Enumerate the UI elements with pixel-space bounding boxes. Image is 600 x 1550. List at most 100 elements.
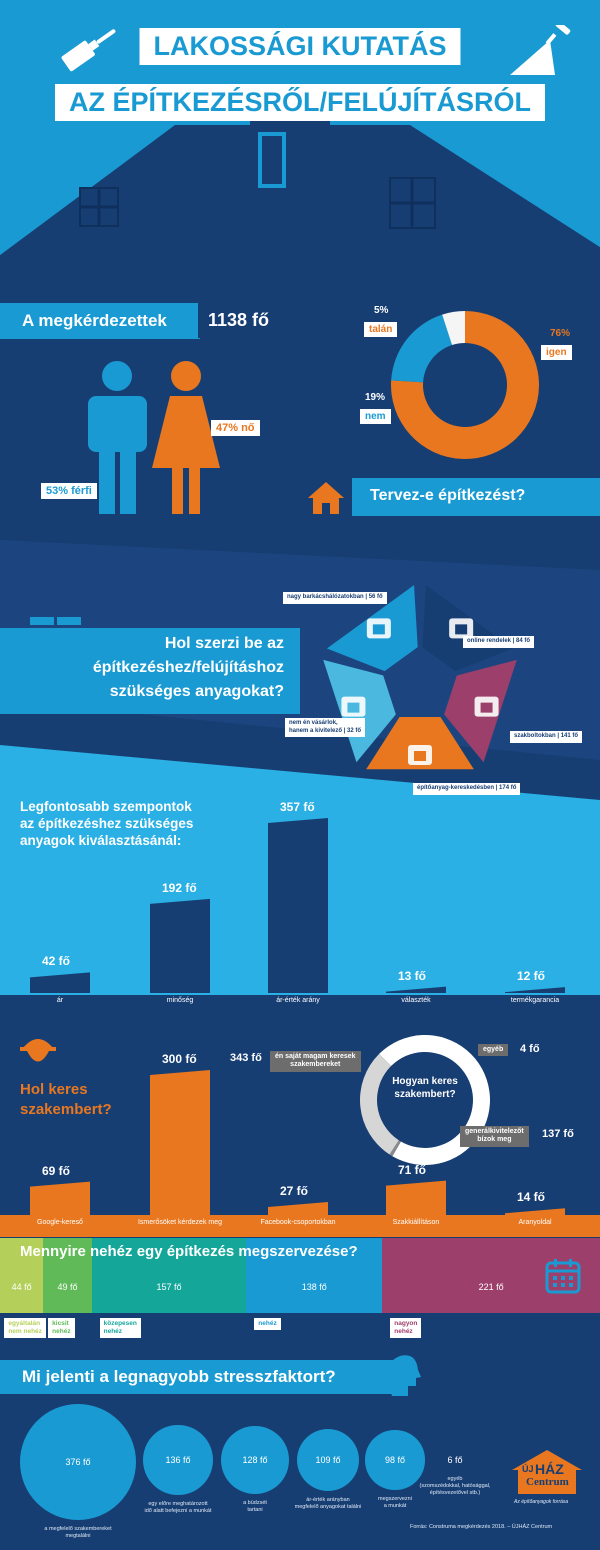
stress-bubble: 128 fő [221, 1426, 289, 1494]
stress-caption: megszervezni a munkát [378, 1495, 412, 1509]
stress-bubble: 136 fő [143, 1425, 213, 1495]
hardhat-worker-icon [20, 1039, 56, 1062]
difficulty-caption: nagyon nehéz [390, 1318, 422, 1339]
materials-label-contractor-line1: nem én vásárlok, [289, 720, 338, 726]
materials-question-line1: Hol szerzi be az [164, 635, 284, 652]
stress-caption: a büdzsét tartani [243, 1499, 267, 1513]
expert-value-label: 71 fő [398, 1162, 427, 1177]
male-percentage: 53% férfi [41, 483, 97, 499]
materials-label-contractor-buys: nem én vásárlok, hanem a kivitelező | 32… [285, 718, 366, 737]
criteria-bar-1 [150, 898, 210, 993]
expert-donut-general-line1: generálkivitelezőt [465, 1128, 524, 1135]
plan-donut-slice-1 [391, 314, 453, 383]
expert-donut-slice-1 [389, 1140, 401, 1157]
materials-label-hardware-chains: nagy barkácshálózatokban | 56 fő [283, 592, 387, 604]
expert-value-label: 27 fő [280, 1183, 309, 1198]
criteria-category-label: ár-érték arány [276, 997, 320, 1004]
difficulty-segment [246, 1238, 383, 1313]
stress-bubble: 109 fő [296, 1428, 360, 1492]
plan-pct-talan: 5% [374, 305, 389, 316]
expert-donut-self-value: 343 fő [230, 1052, 262, 1064]
expert-title-line1: Hol keres [20, 1081, 88, 1098]
building-icon [366, 618, 391, 639]
stress-caption: a megfelelő szakembereket megtalálni [44, 1526, 112, 1540]
materials-question: Hol szerzi be az építkezéshez/felújításh… [0, 632, 284, 704]
male-figure-icon [88, 361, 147, 514]
difficulty-caption: közepesen nehéz [99, 1318, 141, 1339]
respondents-label-box [0, 303, 200, 339]
criteria-value-label: 13 fő [398, 968, 427, 983]
source-note: Forrás: Construma megkérdezés 2018. – ÚJ… [410, 1524, 553, 1530]
brand-house-shape [512, 1450, 582, 1494]
expert-donut-title-line1: Hogyan keres [392, 1076, 458, 1087]
plan-pct-nem: 19% [365, 392, 386, 403]
respondents-count: 1138 fő [198, 303, 280, 338]
criteria-title-line2: az építkezéshez szükséges [20, 816, 194, 831]
expert-donut-general-line2: bízok meg [477, 1136, 512, 1144]
criteria-title-line3: anyagok kiválasztásánál: [20, 833, 182, 848]
plan-donut-chart [391, 311, 539, 459]
brand-logo: ÚJ HÁZ Centrum Az építőanyagok forrása [508, 1448, 586, 1505]
difficulty-caption: egyáltalán nem nehéz [4, 1318, 46, 1339]
expert-category-label: Ismerősöket kérdezek meg [137, 1219, 223, 1226]
expert-category-label: Aranyoldal [518, 1219, 552, 1226]
criteria-category-label: választék [401, 997, 431, 1004]
expert-donut-slice-2 [360, 1054, 399, 1155]
header-title-line2: AZ ÉPÍTKEZÉSRŐL/FELÚJÍTÁSRÓL [54, 84, 546, 121]
stress-bubble: 376 fő [20, 1404, 136, 1520]
materials-pentagon-chart [323, 585, 517, 770]
tools-icon [474, 696, 499, 717]
stress-question: Mi jelenti a legnagyobb stresszfaktort? [22, 1367, 336, 1386]
expert-donut-other-value: 4 fő [520, 1043, 540, 1055]
expert-donut-other-label: egyéb [478, 1044, 509, 1057]
expert-donut-title: Hogyan keres szakembert? [375, 1075, 475, 1101]
brand-sub: Centrum [526, 1476, 569, 1488]
expert-donut-self-line1: én saját magam keresek [275, 1053, 356, 1060]
plan-pct-igen: 76% [550, 328, 571, 339]
paint-brush-icon [61, 29, 116, 72]
trowel-icon [510, 25, 571, 75]
expert-donut-general-label: generálkivitelezőt bízok meg [460, 1126, 529, 1147]
header-title-line1: LAKOSSÁGI KUTATÁS [139, 28, 461, 65]
brand-main: HÁZ [535, 1461, 564, 1477]
expert-value-label: 300 fő [162, 1052, 197, 1066]
difficulty-segment [382, 1238, 600, 1313]
materials-question-line2: építkezéshez/felújításhoz [92, 659, 284, 676]
plan-label-talan: talán [364, 322, 398, 337]
criteria-category-label: ár [56, 997, 64, 1004]
materials-label-building-merchants: építőanyag-kereskedésben | 174 fő [413, 783, 521, 795]
criteria-bar-4 [505, 987, 565, 993]
criteria-value-label: 12 fő [517, 969, 546, 984]
expert-value-label: 69 fő [42, 1163, 71, 1178]
expert-bar-1 [150, 1070, 210, 1215]
stress-caption: ár-érték arányban megfelelő anyagokat tal… [294, 1497, 362, 1511]
materials-question-box [0, 628, 300, 714]
materials-label-contractor-line2: hanem a kivitelező | 32 fő [289, 727, 362, 734]
laptop-cart-icon [449, 618, 474, 639]
difficulty-caption: nehéz [254, 1318, 281, 1331]
expert-category-label: Google-kereső [37, 1219, 83, 1226]
brand-tagline: Az építőanyagok forrása [514, 1499, 569, 1505]
plan-label-igen: igen [541, 345, 572, 360]
stress-question-box [0, 1360, 395, 1394]
expert-donut-self-label: én saját magam keresek szakembereket [270, 1051, 361, 1072]
expert-category-label: Facebook-csoportokban [260, 1219, 336, 1226]
materials-question-line3: szükséges anyagokat? [109, 683, 284, 700]
difficulty-segment [0, 1238, 44, 1313]
difficulty-value: 138 fő [301, 1282, 327, 1292]
head-profile-icon [387, 1355, 421, 1396]
expert-title: Hol keres szakembert? [20, 1080, 112, 1120]
difficulty-question: Mennyire nehéz egy építkezés megszervezé… [20, 1243, 358, 1260]
criteria-category-label: termékgarancia [510, 997, 560, 1004]
expert-bar-4 [505, 1208, 565, 1215]
brand-top: ÚJ [522, 1464, 534, 1474]
criteria-value-label: 192 fő [162, 880, 197, 895]
difficulty-value: 49 fő [57, 1282, 78, 1292]
difficulty-value: 157 fő [156, 1282, 182, 1292]
criteria-value-label: 357 fő [280, 800, 315, 814]
expert-bar-2 [268, 1201, 328, 1215]
criteria-title: Legfontosabb szempontok az építkezéshez … [20, 798, 193, 849]
materials-segment-3 [366, 717, 474, 770]
expert-category-label: Szakkiállításon [392, 1219, 440, 1226]
worker-icon [341, 696, 366, 717]
